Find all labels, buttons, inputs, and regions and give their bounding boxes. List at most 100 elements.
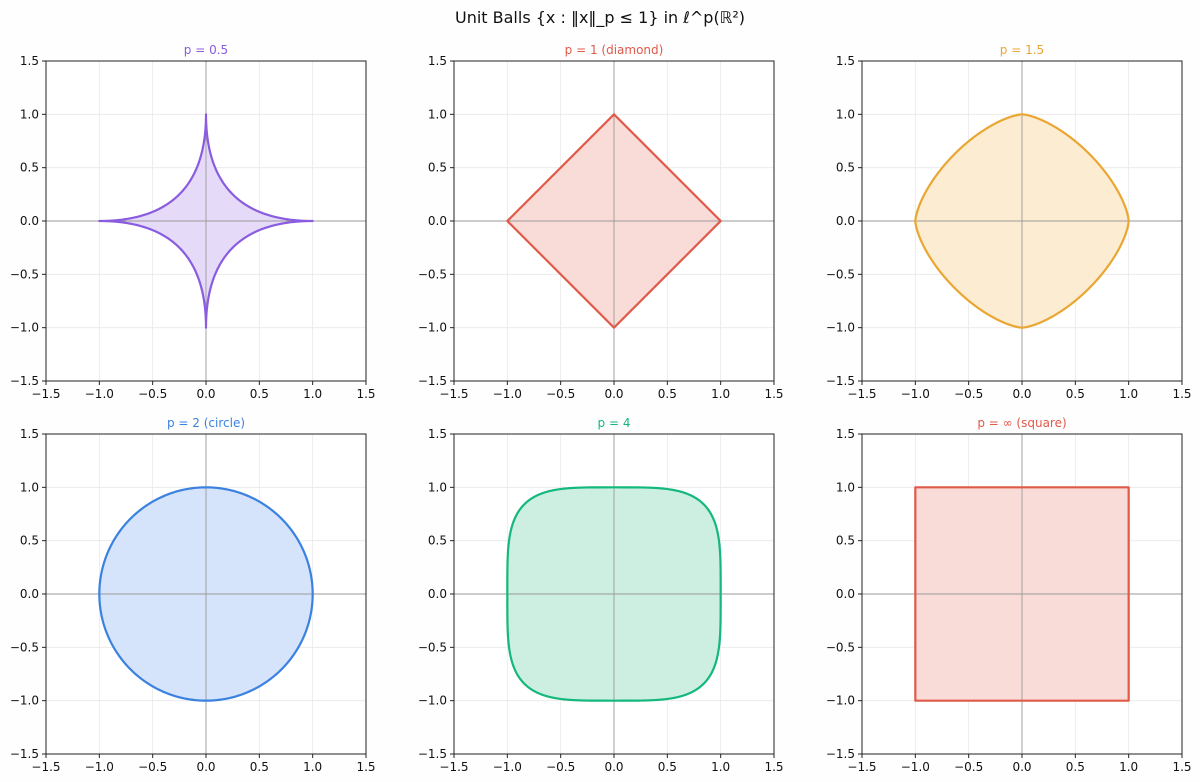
x-tick-label: −1.0 xyxy=(493,760,522,774)
subplot-4: −1.5−1.5 −1.0 −1.0 −0.5 −0.5 0.0 0.0 0.5 0.5 1.0 1… xyxy=(10,416,376,774)
x-tick-label: 0.5 xyxy=(658,387,677,401)
x-tick-label: −1.5 xyxy=(847,387,876,401)
y-tick-label: −1.5 xyxy=(418,747,447,761)
y-tick-label: 0.0 xyxy=(836,587,855,601)
y-tick-label: −1.0 xyxy=(418,694,447,708)
unit-ball-outline xyxy=(914,486,1130,702)
x-tick-label: 0.5 xyxy=(1066,760,1085,774)
y-tick-label: −0.5 xyxy=(826,640,855,654)
x-tick-label: −1.0 xyxy=(493,387,522,401)
x-tick-label: 0.0 xyxy=(196,387,215,401)
subplot-title: p = 1.5 xyxy=(1000,43,1044,57)
x-tick-label: 1.0 xyxy=(711,387,730,401)
x-tick-label: 1.5 xyxy=(764,760,783,774)
x-tick-label: −0.5 xyxy=(954,387,983,401)
y-tick-label: −0.5 xyxy=(10,267,39,281)
subplot-title: p = 0.5 xyxy=(184,43,228,57)
y-tick-label: 1.5 xyxy=(836,427,855,441)
subplot-title: p = 1 (diamond) xyxy=(565,43,664,57)
figure-title: Unit Balls {x : ‖x‖_p ≤ 1} in ℓ^p(ℝ²) xyxy=(454,8,746,27)
unit-ball-outline xyxy=(506,486,722,702)
y-tick-label: −0.5 xyxy=(826,267,855,281)
x-tick-label: 1.0 xyxy=(1119,387,1138,401)
y-tick-label: 0.5 xyxy=(428,161,447,175)
y-tick-label: 1.0 xyxy=(20,107,39,121)
unit-ball-outline xyxy=(506,113,722,329)
y-tick-label: 0.0 xyxy=(20,587,39,601)
y-tick-label: 1.0 xyxy=(836,107,855,121)
y-tick-label: −0.5 xyxy=(10,640,39,654)
y-tick-label: −1.5 xyxy=(10,747,39,761)
x-tick-label: −1.0 xyxy=(901,760,930,774)
unit-ball-outline xyxy=(98,486,314,702)
y-tick-label: −1.5 xyxy=(826,747,855,761)
y-tick-label: 0.5 xyxy=(836,534,855,548)
y-tick-label: 0.0 xyxy=(428,214,447,228)
y-tick-label: −1.5 xyxy=(418,374,447,388)
y-tick-label: 0.5 xyxy=(428,534,447,548)
x-tick-label: −1.5 xyxy=(439,387,468,401)
y-tick-label: 1.0 xyxy=(20,480,39,494)
y-tick-label: 1.5 xyxy=(836,54,855,68)
y-tick-label: −0.5 xyxy=(418,640,447,654)
x-tick-label: 0.0 xyxy=(604,760,623,774)
x-tick-label: −1.0 xyxy=(85,760,114,774)
x-tick-label: 0.5 xyxy=(658,760,677,774)
y-tick-label: 1.0 xyxy=(836,480,855,494)
x-tick-label: 0.0 xyxy=(604,387,623,401)
x-tick-label: 1.5 xyxy=(1172,387,1191,401)
x-tick-label: 0.0 xyxy=(1012,760,1031,774)
subplot-2: −1.5−1.5 −1.0 −1.0 −0.5 −0.5 0.0 0.0 0.5 0.5 1.0 1… xyxy=(418,43,784,401)
x-tick-label: 1.0 xyxy=(711,760,730,774)
subplot-1: −1.5−1.5 −1.0 −1.0 −0.5 −0.5 0.0 0.0 0.5 0.5 1.0 1… xyxy=(10,43,376,401)
x-tick-label: −1.0 xyxy=(901,387,930,401)
subplot-3: −1.5−1.5 −1.0 −1.0 −0.5 −0.5 0.0 0.0 0.5 0.5 1.0 1… xyxy=(826,43,1192,401)
subplot-6: −1.5−1.5 −1.0 −1.0 −0.5 −0.5 0.0 0.0 0.5 0.5 1.0 1… xyxy=(826,416,1192,774)
x-tick-label: 0.5 xyxy=(250,760,269,774)
y-tick-label: −1.5 xyxy=(10,374,39,388)
x-tick-label: −0.5 xyxy=(138,760,167,774)
x-tick-label: 0.0 xyxy=(196,760,215,774)
y-tick-label: 0.5 xyxy=(20,534,39,548)
x-tick-label: −0.5 xyxy=(138,387,167,401)
y-tick-label: 0.0 xyxy=(428,587,447,601)
x-tick-label: 1.5 xyxy=(356,760,375,774)
y-tick-label: −1.0 xyxy=(418,321,447,335)
y-tick-label: 1.0 xyxy=(428,480,447,494)
x-tick-label: 1.5 xyxy=(764,387,783,401)
x-tick-label: 0.5 xyxy=(1066,387,1085,401)
x-tick-label: −1.0 xyxy=(85,387,114,401)
y-tick-label: 1.5 xyxy=(428,427,447,441)
x-tick-label: −1.5 xyxy=(847,760,876,774)
subplot-title: p = 2 (circle) xyxy=(167,416,245,430)
x-tick-label: −0.5 xyxy=(546,387,575,401)
subplot-5: −1.5−1.5 −1.0 −1.0 −0.5 −0.5 0.0 0.0 0.5 0.5 1.0 1… xyxy=(418,416,784,774)
x-tick-label: 1.0 xyxy=(303,387,322,401)
x-tick-label: 1.5 xyxy=(1172,760,1191,774)
y-tick-label: −1.0 xyxy=(826,321,855,335)
y-tick-label: 0.0 xyxy=(20,214,39,228)
x-tick-label: 0.5 xyxy=(250,387,269,401)
y-tick-label: 1.5 xyxy=(428,54,447,68)
y-tick-label: 1.5 xyxy=(20,54,39,68)
y-tick-label: 0.0 xyxy=(836,214,855,228)
subplot-title: p = ∞ (square) xyxy=(977,416,1066,430)
y-tick-label: 1.5 xyxy=(20,427,39,441)
y-tick-label: −1.0 xyxy=(10,694,39,708)
x-tick-label: −1.5 xyxy=(31,387,60,401)
y-tick-label: 0.5 xyxy=(20,161,39,175)
x-tick-label: 1.5 xyxy=(356,387,375,401)
x-tick-label: 1.0 xyxy=(303,760,322,774)
y-tick-label: −1.0 xyxy=(10,321,39,335)
x-tick-label: 0.0 xyxy=(1012,387,1031,401)
x-tick-label: −1.5 xyxy=(31,760,60,774)
y-tick-label: −1.5 xyxy=(826,374,855,388)
y-tick-label: 1.0 xyxy=(428,107,447,121)
y-tick-label: −0.5 xyxy=(418,267,447,281)
x-tick-label: 1.0 xyxy=(1119,760,1138,774)
unit-ball-outline xyxy=(98,113,314,329)
subplot-title: p = 4 xyxy=(598,416,631,430)
y-tick-label: 0.5 xyxy=(836,161,855,175)
